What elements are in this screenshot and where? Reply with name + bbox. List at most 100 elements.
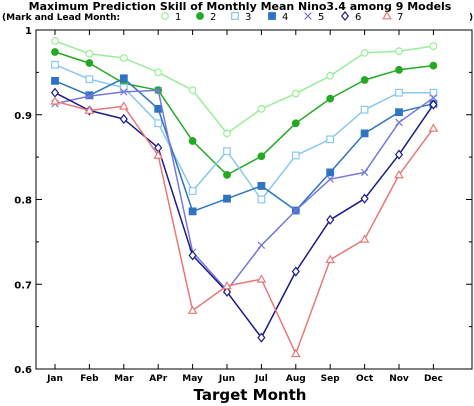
y-tick-label: 0.8 bbox=[14, 196, 32, 207]
series-1 bbox=[51, 37, 438, 138]
data-point bbox=[360, 168, 369, 177]
data-point bbox=[291, 266, 300, 277]
legend-label: 1 bbox=[175, 12, 181, 23]
data-point bbox=[326, 135, 335, 144]
data-point bbox=[223, 194, 231, 203]
data-point bbox=[84, 105, 95, 114]
legend-header: (Mark and Lead Month: bbox=[2, 13, 120, 23]
series-line bbox=[54, 64, 434, 201]
legend-label: 5 bbox=[318, 12, 324, 23]
legend-marker bbox=[196, 12, 204, 20]
data-point bbox=[154, 104, 163, 113]
data-point bbox=[395, 47, 403, 56]
data-point bbox=[85, 75, 94, 84]
data-point bbox=[153, 150, 164, 159]
data-point bbox=[429, 88, 438, 97]
data-point bbox=[394, 149, 404, 160]
data-point bbox=[429, 61, 438, 70]
x-tick-label: APr bbox=[149, 374, 168, 384]
data-point bbox=[188, 137, 197, 145]
y-tick-label: 0.7 bbox=[14, 280, 32, 291]
legend-close: ) bbox=[469, 13, 473, 23]
data-point bbox=[51, 76, 59, 85]
series-4 bbox=[51, 74, 438, 216]
series-line bbox=[54, 40, 434, 135]
data-point bbox=[360, 76, 369, 84]
series-5 bbox=[51, 86, 438, 294]
data-point bbox=[154, 86, 162, 94]
data-point bbox=[257, 332, 266, 343]
x-tick-label: Aug bbox=[286, 374, 306, 384]
data-point bbox=[51, 48, 59, 56]
data-point bbox=[154, 68, 163, 77]
data-point bbox=[395, 88, 403, 97]
data-point bbox=[222, 280, 232, 290]
data-point bbox=[360, 105, 369, 114]
legend-marker bbox=[268, 12, 276, 20]
data-point bbox=[429, 42, 438, 51]
series-layer bbox=[50, 37, 439, 358]
data-point bbox=[188, 207, 197, 216]
x-tick-label: Feb bbox=[80, 374, 99, 384]
data-point bbox=[326, 168, 335, 177]
data-point bbox=[187, 305, 198, 314]
plot-area bbox=[35, 29, 473, 370]
data-point bbox=[188, 250, 197, 261]
data-point bbox=[360, 48, 369, 57]
series-3 bbox=[51, 60, 438, 204]
legend-marker bbox=[161, 12, 169, 20]
legend: 1 2 3 4 5 6 7 bbox=[161, 10, 403, 23]
data-point bbox=[118, 101, 129, 110]
chart-title: Maximum Prediction Skill of Monthly Mean… bbox=[29, 0, 452, 13]
x-tick-label: Nov bbox=[389, 374, 409, 384]
legend-label: 3 bbox=[245, 12, 251, 23]
data-point bbox=[326, 214, 335, 225]
data-point bbox=[291, 89, 300, 98]
legend-marker bbox=[382, 10, 392, 20]
data-point bbox=[119, 54, 128, 62]
data-point bbox=[51, 60, 59, 69]
data-point bbox=[395, 118, 403, 127]
data-point bbox=[223, 147, 231, 156]
data-point bbox=[188, 86, 197, 95]
series-line bbox=[54, 92, 435, 339]
data-point bbox=[154, 119, 163, 128]
data-point bbox=[119, 113, 128, 125]
data-point bbox=[222, 286, 232, 297]
data-point bbox=[325, 254, 336, 264]
legend-marker bbox=[304, 12, 312, 20]
data-point bbox=[429, 99, 438, 110]
data-point bbox=[51, 37, 59, 45]
data-point bbox=[360, 129, 369, 138]
legend-marker bbox=[340, 10, 350, 22]
data-point bbox=[257, 195, 266, 204]
data-point bbox=[360, 193, 369, 204]
data-point bbox=[119, 83, 128, 92]
data-point bbox=[395, 108, 403, 117]
data-point bbox=[292, 206, 300, 215]
data-point bbox=[50, 87, 60, 98]
data-point bbox=[256, 274, 267, 283]
series-6 bbox=[50, 87, 438, 343]
data-point bbox=[359, 234, 370, 243]
series-line bbox=[54, 77, 434, 213]
data-point bbox=[428, 123, 439, 132]
series-line bbox=[54, 89, 434, 291]
y-tick-label: 0.9 bbox=[14, 111, 32, 122]
x-tick-label: May bbox=[182, 374, 203, 384]
series-2 bbox=[51, 48, 438, 179]
data-point bbox=[119, 74, 128, 83]
x-axis-label: Target Month bbox=[194, 386, 307, 404]
series-line bbox=[54, 51, 434, 176]
data-point bbox=[326, 175, 334, 183]
x-tick-label: Mar bbox=[114, 374, 134, 384]
data-point bbox=[223, 171, 231, 179]
x-tick-label: Sep bbox=[321, 374, 341, 384]
data-point bbox=[223, 129, 231, 138]
x-tick-label: Jun bbox=[218, 374, 235, 384]
series-line bbox=[54, 100, 435, 355]
data-point bbox=[326, 71, 335, 80]
x-tick-label: Oct bbox=[356, 374, 374, 384]
data-point bbox=[429, 94, 438, 102]
